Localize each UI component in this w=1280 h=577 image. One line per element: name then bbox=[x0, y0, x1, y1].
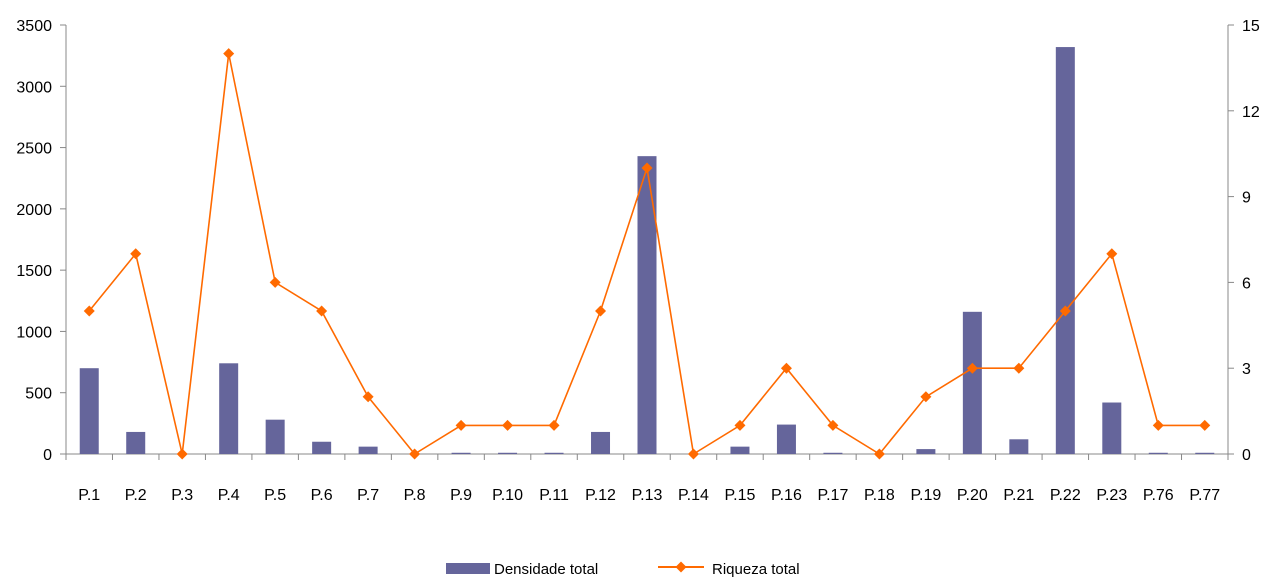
x-tick-label: P.3 bbox=[171, 487, 193, 504]
right-tick-label: 15 bbox=[1242, 18, 1260, 35]
line-point bbox=[223, 48, 235, 60]
line-point bbox=[176, 448, 188, 460]
line-point bbox=[595, 305, 607, 317]
line-point bbox=[966, 362, 978, 374]
line-point bbox=[780, 362, 792, 374]
bar bbox=[637, 156, 657, 454]
x-tick-label: P.13 bbox=[632, 487, 663, 504]
left-tick-label: 0 bbox=[43, 447, 52, 464]
line-point bbox=[1013, 362, 1025, 374]
bar bbox=[498, 452, 518, 454]
left-tick-label: 500 bbox=[25, 386, 52, 403]
line-point bbox=[316, 305, 328, 317]
bar bbox=[823, 452, 843, 454]
left-tick-label: 3500 bbox=[16, 18, 52, 35]
x-tick-label: P.4 bbox=[218, 487, 240, 504]
x-tick-label: P.10 bbox=[492, 487, 523, 504]
bar bbox=[1009, 439, 1029, 454]
x-tick-label: P.14 bbox=[678, 487, 709, 504]
x-tick-label: P.22 bbox=[1050, 487, 1081, 504]
x-tick-label: P.12 bbox=[585, 487, 616, 504]
x-tick-label: P.76 bbox=[1143, 487, 1174, 504]
bar bbox=[1148, 452, 1168, 454]
left-tick-label: 2000 bbox=[16, 202, 52, 219]
right-tick-label: 12 bbox=[1242, 104, 1260, 121]
bar bbox=[79, 368, 99, 454]
right-tick-label: 0 bbox=[1242, 447, 1251, 464]
bar bbox=[126, 431, 146, 454]
x-tick-label: P.1 bbox=[78, 487, 100, 504]
legend: Densidade total Riqueza total bbox=[446, 561, 800, 577]
bar-series bbox=[79, 47, 1215, 454]
left-tick-label: 3000 bbox=[16, 79, 52, 96]
line-point bbox=[130, 248, 142, 260]
left-tick-label: 1000 bbox=[16, 324, 52, 341]
right-y-axis: 0 3 6 9 12 15 bbox=[1227, 18, 1260, 464]
x-tick-label: P.19 bbox=[910, 487, 941, 504]
x-tick-label: P.77 bbox=[1189, 487, 1220, 504]
line-point bbox=[409, 448, 421, 460]
line-point bbox=[362, 391, 374, 403]
x-tick-label: P.16 bbox=[771, 487, 802, 504]
line-point bbox=[502, 419, 514, 431]
bar bbox=[776, 424, 796, 454]
left-tick-label: 2500 bbox=[16, 141, 52, 158]
x-tick-label: P.17 bbox=[817, 487, 848, 504]
line-point bbox=[455, 419, 467, 431]
x-tick-label: P.6 bbox=[311, 487, 333, 504]
legend-label-riqueza: Riqueza total bbox=[712, 561, 800, 577]
line-point bbox=[548, 419, 560, 431]
line-point bbox=[1152, 419, 1164, 431]
x-tick-label: P.15 bbox=[725, 487, 756, 504]
left-tick-label: 1500 bbox=[16, 263, 52, 280]
right-tick-label: 3 bbox=[1242, 361, 1251, 378]
x-axis: P.1 P.2 P.3 P.4 P.5 P.6 P.7 P.8 P.9 P.10 P.11 P.12 P… bbox=[65, 453, 1229, 504]
bar bbox=[219, 363, 239, 454]
right-tick-label: 6 bbox=[1242, 275, 1251, 292]
legend-swatch-riqueza-marker bbox=[675, 561, 687, 573]
x-tick-label: P.8 bbox=[404, 487, 426, 504]
bar bbox=[962, 311, 982, 454]
line-point bbox=[1106, 248, 1118, 260]
right-tick-label: 9 bbox=[1242, 190, 1251, 207]
line-point bbox=[873, 448, 885, 460]
bar bbox=[544, 452, 564, 454]
x-tick-label: P.9 bbox=[450, 487, 472, 504]
bar bbox=[1195, 452, 1215, 454]
line-point bbox=[641, 162, 653, 174]
x-tick-label: P.2 bbox=[125, 487, 147, 504]
line-point bbox=[1199, 419, 1211, 431]
x-tick-label: P.23 bbox=[1096, 487, 1127, 504]
bar bbox=[591, 431, 611, 454]
x-tick-label: P.7 bbox=[357, 487, 379, 504]
x-tick-label: P.21 bbox=[1003, 487, 1034, 504]
bar bbox=[312, 441, 332, 454]
left-y-axis: 0 500 1000 1500 2000 2500 3000 3500 bbox=[16, 18, 67, 464]
x-tick-label: P.11 bbox=[539, 487, 569, 504]
line-point bbox=[269, 276, 281, 288]
bar bbox=[1055, 47, 1075, 454]
line-series bbox=[83, 48, 1211, 460]
line-point bbox=[827, 419, 839, 431]
bar bbox=[730, 446, 750, 454]
bar bbox=[358, 446, 378, 454]
bar bbox=[1102, 402, 1122, 454]
x-tick-label: P.20 bbox=[957, 487, 988, 504]
line-point bbox=[734, 419, 746, 431]
bar bbox=[265, 419, 285, 454]
line-point bbox=[920, 391, 932, 403]
legend-label-densidade: Densidade total bbox=[494, 561, 598, 577]
line-point bbox=[83, 305, 95, 317]
bar bbox=[916, 449, 936, 454]
line-point bbox=[1059, 305, 1071, 317]
x-tick-label: P.5 bbox=[264, 487, 286, 504]
bar bbox=[451, 452, 471, 454]
x-tick-label: P.18 bbox=[864, 487, 895, 504]
legend-swatch-densidade bbox=[446, 563, 490, 574]
line-point bbox=[687, 448, 699, 460]
